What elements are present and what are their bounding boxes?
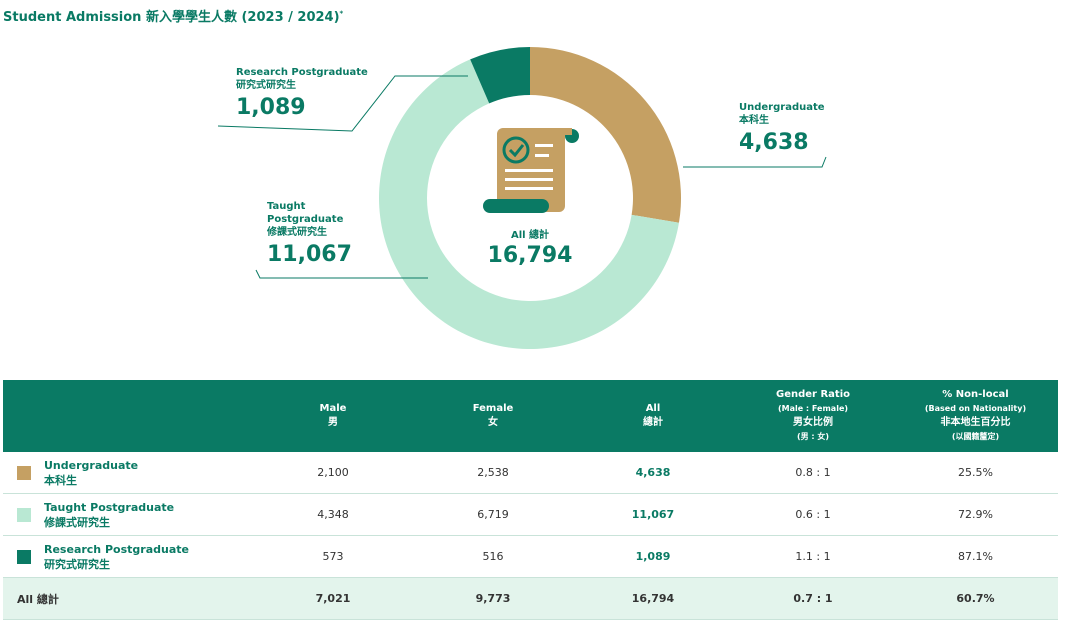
table-row: Undergraduate 本科生 2,100 2,538 4,638 0.8 :… [3, 452, 1058, 494]
callout-research: Research Postgraduate 研究式研究生 1,089 [236, 67, 368, 120]
header-blank [3, 380, 253, 452]
table-total-row: All 總計 7,021 9,773 16,794 0.7 : 1 60.7% [3, 577, 1058, 620]
donut-chart [217, 47, 827, 349]
leader-line-research [217, 75, 468, 132]
header-nonlocal: % Non-local (Based on Nationality) 非本地生百分比… [893, 380, 1058, 452]
center-label: All 總計 [510, 230, 550, 241]
page-title: Student Admission 新入學學生人數 (2023 / 2024)* [3, 9, 344, 25]
table-row: Research Postgraduate 研究式研究生 573 516 1,08… [3, 535, 1058, 578]
swatch-undergrad [17, 465, 31, 480]
header-male: Male 男 [253, 380, 413, 452]
swatch-taught [17, 507, 31, 522]
swatch-research [17, 549, 31, 564]
callout-undergrad: Undergraduate 本科生 4,638 [739, 102, 825, 155]
callout-taught: Taught Postgraduate 修課式研究生 11,067 [267, 201, 352, 267]
table-row: Taught Postgraduate 修課式研究生 4,348 6,719 11… [3, 493, 1058, 536]
table-header-row: Male 男 Female 女 All 總計 Gender Ratio (Male : … [3, 380, 1058, 452]
donut-slice-taught-postgraduate [378, 59, 679, 349]
header-female: Female 女 [413, 380, 573, 452]
header-ratio: Gender Ratio (Male : Female) 男女比例 (男 : 女) [733, 380, 893, 452]
center-total: 16,794 [487, 243, 573, 268]
certificate-icon [483, 128, 579, 213]
leader-line-undergrad [683, 156, 827, 168]
admission-table: Male 男 Female 女 All 總計 Gender Ratio (Male : … [3, 380, 1058, 620]
leader-line-taught [255, 269, 428, 279]
donut-slice-research-postgraduate [470, 47, 530, 104]
header-all: All 總計 [573, 380, 733, 452]
donut-slice-undergraduate [530, 47, 682, 223]
